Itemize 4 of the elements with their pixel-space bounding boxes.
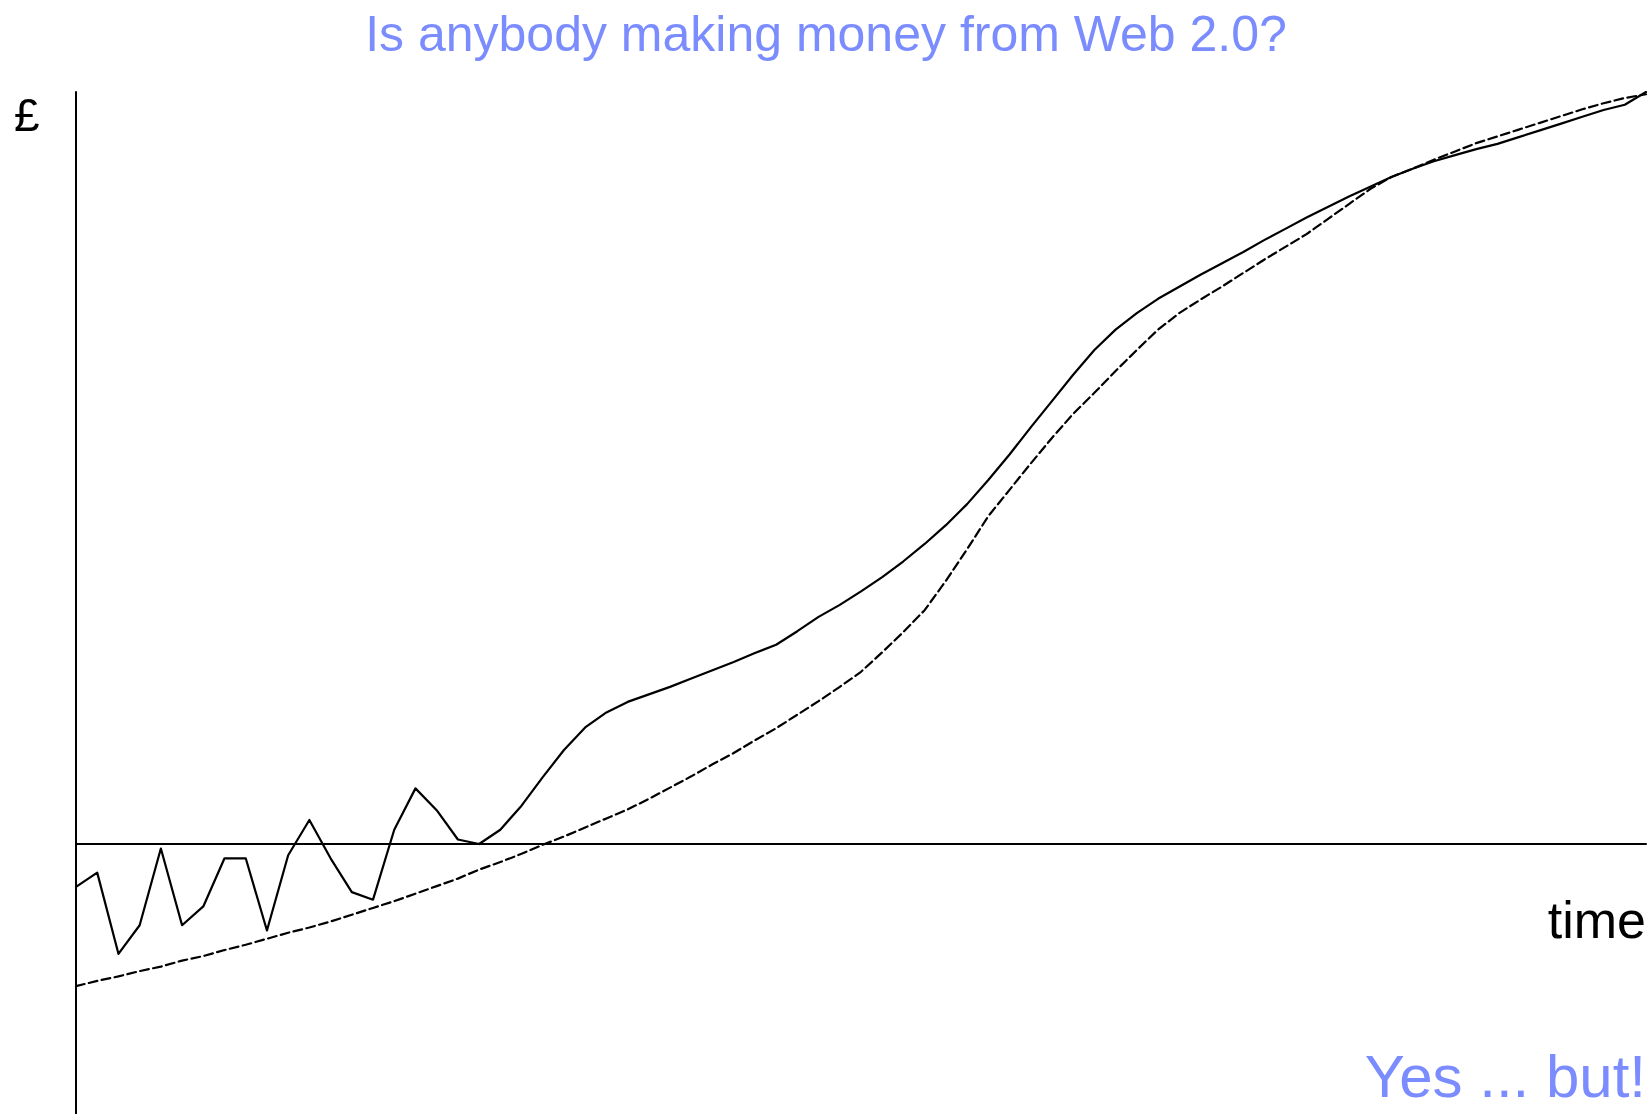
x-axis-title: time: [1547, 891, 1647, 950]
y-axis-title: £: [14, 89, 40, 141]
chart-title: Is anybody making money from Web 2.0?: [365, 6, 1287, 62]
text: Yes ... but!: [1364, 1042, 1646, 1110]
